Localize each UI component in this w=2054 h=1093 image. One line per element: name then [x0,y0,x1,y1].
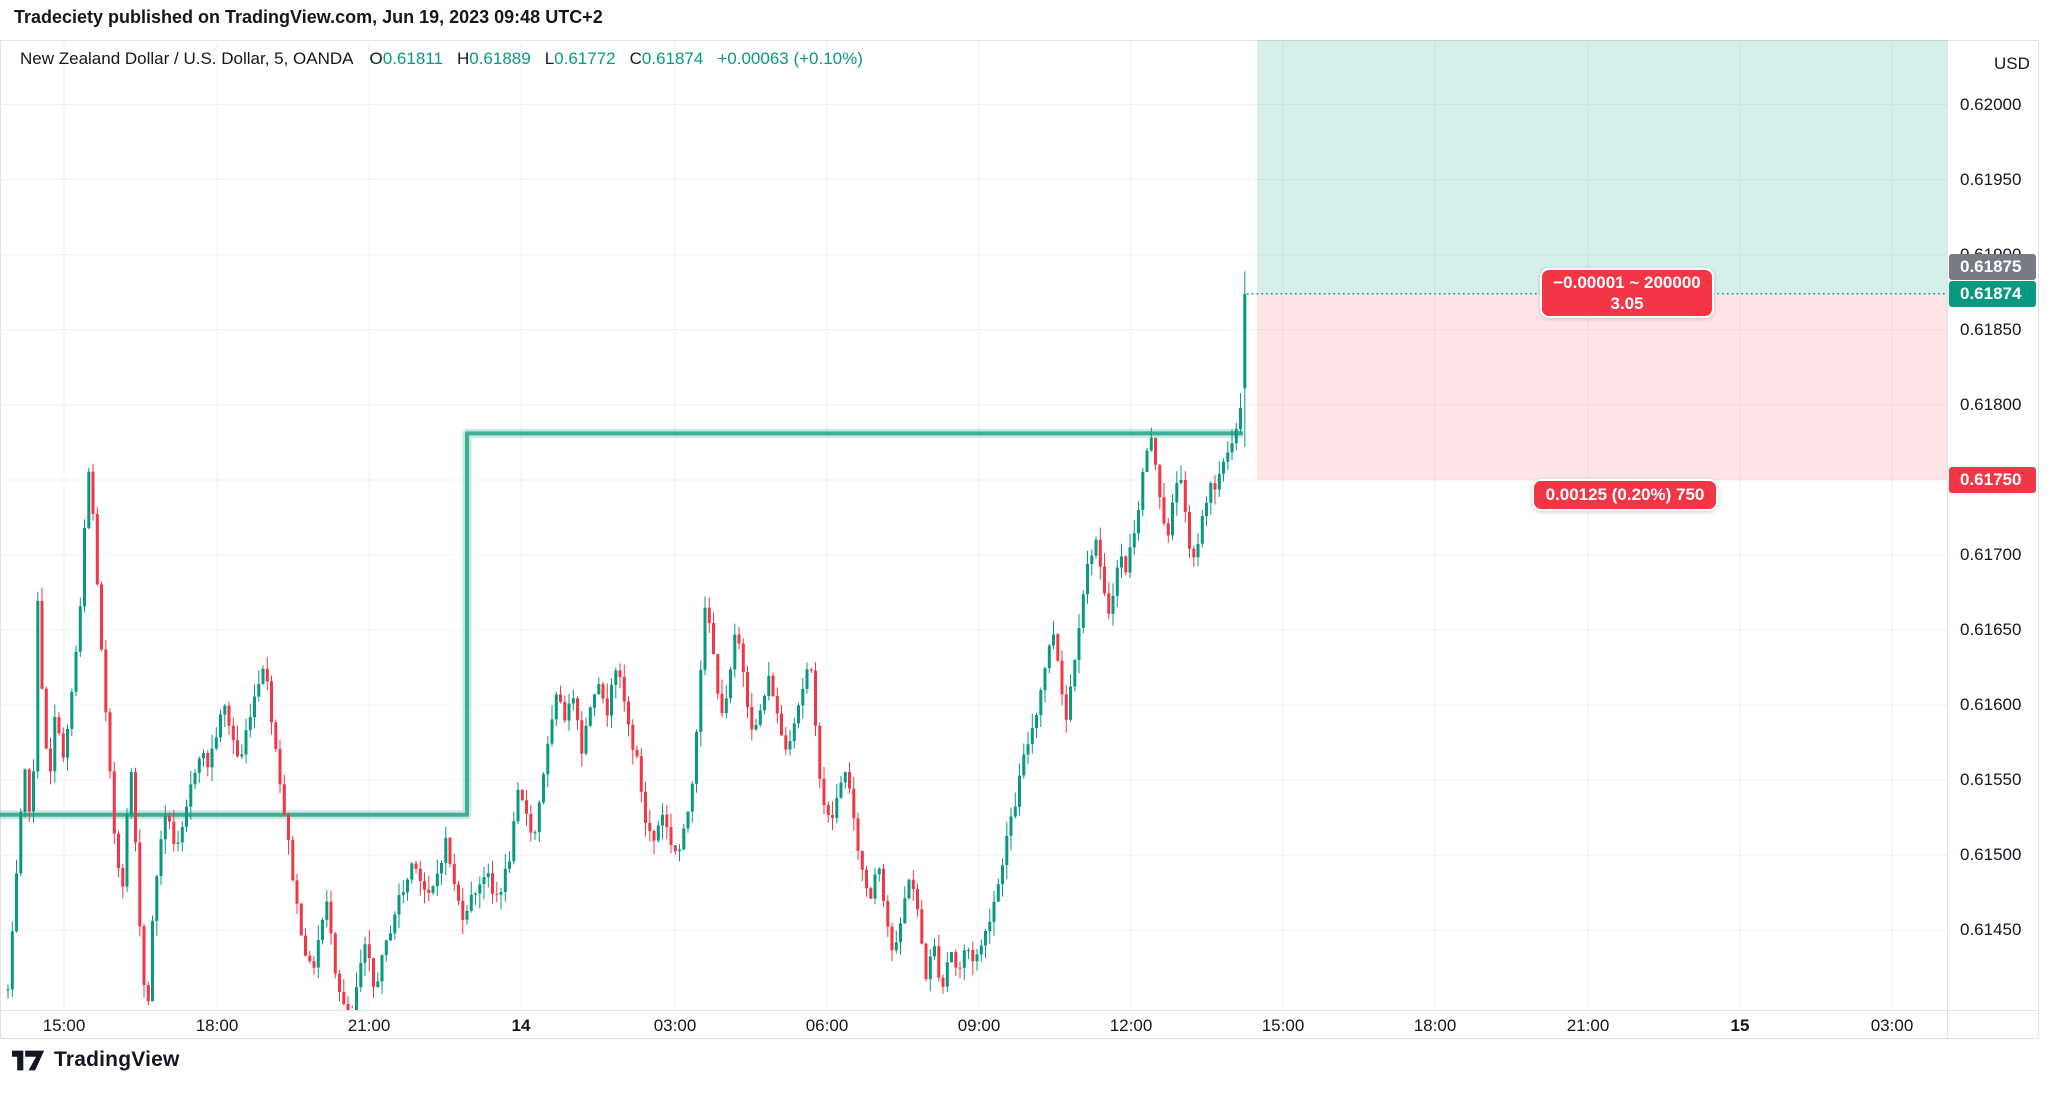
ask-price-badge: 0.61875 [1949,253,2036,280]
price-tick-label: 0.61800 [1960,394,2022,414]
position-target-badge[interactable]: −0.00001 ~ 200000 3.05 [1540,268,1714,318]
time-tick-label: 12:00 [1109,1016,1153,1035]
axis-currency-label: USD [1994,54,2030,73]
time-tick-label: 03:00 [1870,1016,1914,1035]
time-tick-label: 15:00 [1261,1016,1305,1035]
price-tick-label: 0.61500 [1960,845,2022,865]
ohlc-low: L0.61772 [544,49,616,68]
tradingview-logo-icon [12,1050,45,1070]
price-tick-label: 0.61650 [1960,620,2022,640]
time-tick-label: 21:00 [347,1016,391,1035]
tradingview-logo-text: TradingView [54,1048,180,1071]
frame-line [0,1038,2038,1039]
chart-legend[interactable]: New Zealand Dollar / U.S. Dollar, 5, OAN… [20,49,863,69]
time-tick-label: 18:00 [1413,1016,1457,1035]
price-tick-label: 0.61600 [1960,695,2022,715]
time-tick-label: 21:00 [1566,1016,1610,1035]
attribution-text: Tradeciety published on TradingView.com,… [14,7,603,27]
price-tick-label: 0.61950 [1960,169,2022,189]
time-tick-label: 15:00 [42,1016,86,1035]
time-tick-label: 06:00 [805,1016,849,1035]
frame-line [2038,40,2039,1038]
time-tick-label: 18:00 [195,1016,239,1035]
price-tick-label: 0.61850 [1960,319,2022,339]
price-tick-label: 0.61450 [1960,920,2022,940]
stop-price-badge: 0.61750 [1949,466,2036,493]
frame-line [0,40,2038,41]
price-tick-label: 0.62000 [1960,94,2022,114]
position-target-line1: −0.00001 ~ 200000 [1553,273,1701,292]
price-tick-label: 0.61550 [1960,770,2022,790]
ohlc-high: H0.61889 [456,49,531,68]
ohlc-close: C0.61874 [629,49,704,68]
candlestick-chart[interactable] [0,40,1947,1032]
last-price-badge: 0.61874 [1949,280,2036,307]
position-stop-badge[interactable]: 0.00125 (0.20%) 750 [1532,479,1718,511]
frame-line [0,40,1,1038]
price-change: +0.00063 (+0.10%) [717,49,863,68]
price-tick-label: 0.61700 [1960,545,2022,565]
time-tick-date: 15 [1730,1016,1750,1035]
frame-line [1947,40,1948,1038]
position-stop-text: 0.00125 (0.20%) 750 [1545,485,1705,504]
time-tick-label: 09:00 [957,1016,1001,1035]
time-tick-label: 03:00 [653,1016,697,1035]
position-risk-reward-ratio: 3.05 [1610,294,1644,313]
ohlc-open: O0.61811 [369,49,443,68]
time-tick-date: 14 [511,1016,531,1035]
frame-line [0,1010,2038,1011]
tradingview-logo[interactable]: TradingView [12,1048,180,1072]
symbol-title: New Zealand Dollar / U.S. Dollar, 5, OAN… [20,49,354,68]
